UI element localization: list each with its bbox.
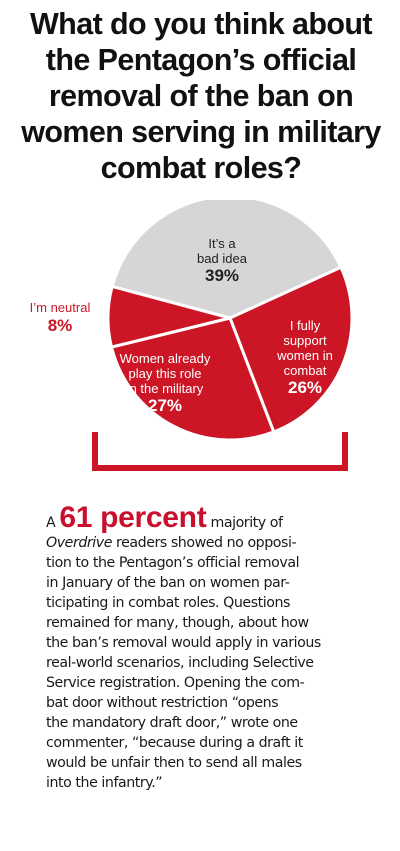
highlight-percent: 61 percent (59, 501, 207, 534)
article-line1-rest: majority of (210, 515, 283, 531)
slice-bad-idea (110, 200, 343, 320)
publication-name: Overdrive (46, 535, 112, 551)
article-line: ticipating in combat roles. Questions (46, 595, 290, 611)
article-line: would be unfair then to send all males (46, 755, 302, 771)
label-already-play-role: Women already play this role in the milita… (120, 351, 211, 415)
article-line: Service registration. Opening the com- (46, 675, 305, 691)
pie-labels: It’s a bad idea 39% I fully support women in c… (30, 236, 333, 415)
article-line: Overdrive readers showed no opposi- (46, 533, 372, 553)
article-lead: A (46, 515, 56, 531)
pie-slices (106, 200, 354, 442)
article-line: into the infantry.” (46, 775, 163, 791)
article-line: tion to the Pentagon’s official removal (46, 555, 300, 571)
article-line: in January of the ban on women par- (46, 575, 290, 591)
label-already-play-role-value: 27% (148, 396, 182, 415)
article-line: remained for many, though, about how (46, 615, 309, 631)
article-line: real-world scenarios, including Selectiv… (46, 655, 314, 671)
label-neutral-value: 8% (48, 316, 73, 335)
label-fully-support: I fully support women in combat 26% (276, 318, 333, 397)
label-neutral: I’m neutral 8% (30, 300, 91, 335)
article-line: A 61 percent majority of (46, 503, 372, 533)
article-line: the mandatory draft door,” wrote one (46, 715, 298, 731)
slice-already-play-role (109, 316, 276, 442)
red-bracket (92, 432, 348, 471)
poll-pie-chart: It’s a bad idea 39% I fully support women in c… (30, 200, 354, 471)
article-line: the ban’s removal would apply in various (46, 635, 321, 651)
article-line: commenter, “because during a draft it (46, 735, 303, 751)
label-bad-idea-value: 39% (205, 266, 239, 285)
slice-neutral (106, 284, 231, 349)
article-text: readers showed no opposi- (116, 535, 297, 551)
label-fully-support-value: 26% (288, 378, 322, 397)
article-body: A 61 percent majority of Overdrive reade… (46, 503, 372, 793)
slice-fully-support (228, 265, 354, 434)
article-line: bat door without restriction “opens (46, 695, 279, 711)
poll-question-title: What do you think about the Pentagon’s o… (21, 7, 381, 185)
label-bad-idea: It’s a bad idea 39% (197, 236, 248, 285)
